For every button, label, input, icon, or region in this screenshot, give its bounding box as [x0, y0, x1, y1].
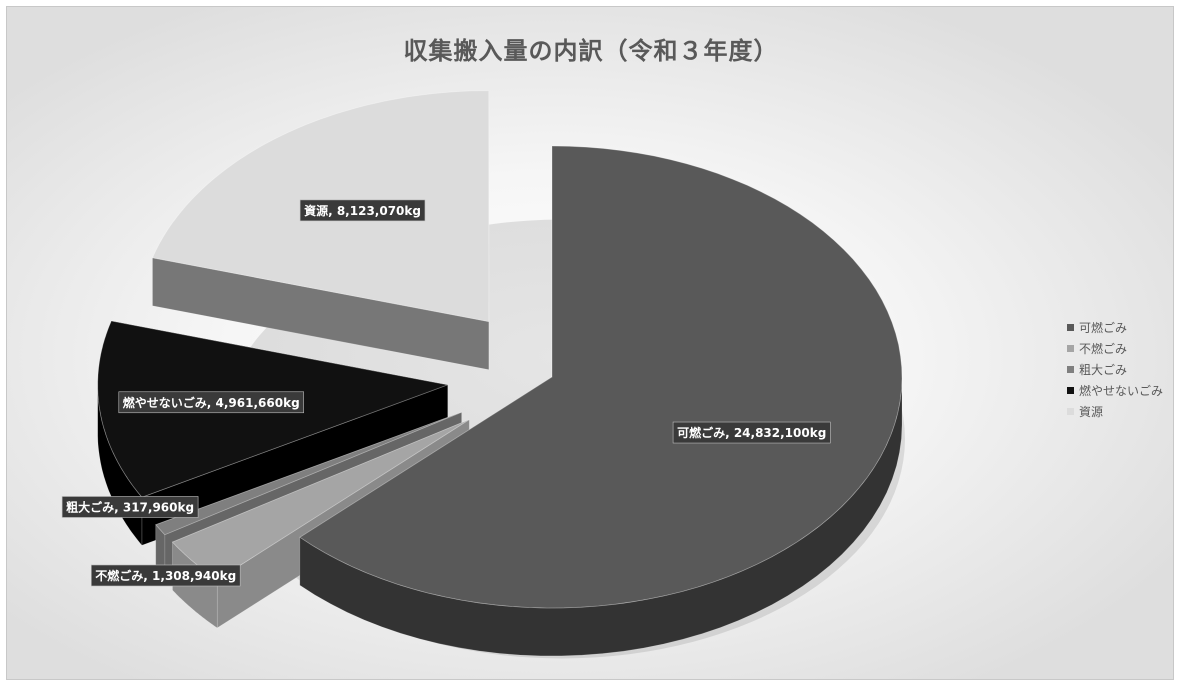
data-label-2: 不燃ごみ, 1,308,940kg [91, 564, 241, 587]
data-label-5: 資源, 8,123,070kg [299, 199, 426, 222]
data-label-box [61, 496, 199, 518]
legend-item[interactable]: 燃やせないごみ [1067, 380, 1163, 401]
legend-swatch [1067, 387, 1074, 394]
data-label-1: 可燃ごみ, 24,832,100kg [672, 421, 831, 444]
legend-label: 可燃ごみ [1079, 321, 1128, 335]
legend-item[interactable]: 不燃ごみ [1067, 338, 1163, 359]
legend-label: 燃やせないごみ [1079, 384, 1164, 398]
slice-3[interactable] [155, 411, 462, 536]
legend-item[interactable]: 可燃ごみ [1067, 317, 1163, 338]
data-label-box [672, 421, 831, 444]
slice-side-5 [152, 257, 490, 370]
legend-swatch [1067, 324, 1074, 331]
data-label-box [91, 564, 241, 587]
data-label-text: 粗大ごみ, 317,960kg [66, 499, 194, 514]
chart-title: 収集搬入量の内訳（令和３年度） [403, 37, 779, 65]
slice-1[interactable] [299, 145, 903, 609]
legend-item[interactable]: 粗大ごみ [1067, 359, 1163, 380]
data-label-text: 不燃ごみ, 1,308,940kg [95, 568, 236, 583]
legend-swatch [1067, 345, 1074, 352]
data-label-box [118, 391, 304, 414]
data-label-text: 可燃ごみ, 24,832,100kg [677, 425, 826, 440]
legend-label: 粗大ごみ [1079, 363, 1128, 377]
legend-swatch [1067, 408, 1074, 415]
legend-label: 不燃ごみ [1079, 342, 1128, 356]
data-label-3: 粗大ごみ, 317,960kg [61, 496, 199, 518]
legend-item[interactable]: 資源 [1067, 401, 1163, 422]
chart-area: 収集搬入量の内訳（令和３年度） 可燃ごみ, 24,832,100kg 不燃ごみ, … [6, 6, 1174, 680]
legend-label: 資源 [1079, 405, 1104, 419]
pie-chart: 可燃ごみ, 24,832,100kg 不燃ごみ, 1,308,940kg 粗大ごみ,… [61, 90, 905, 659]
legend-swatch [1067, 366, 1074, 373]
data-label-box [299, 199, 426, 222]
data-label-text: 燃やせないごみ, 4,961,660kg [123, 395, 300, 410]
data-label-4: 燃やせないごみ, 4,961,660kg [118, 391, 304, 414]
legend: 可燃ごみ不燃ごみ粗大ごみ燃やせないごみ 資源 [1067, 317, 1163, 422]
data-label-text: 資源, 8,123,070kg [304, 203, 421, 218]
